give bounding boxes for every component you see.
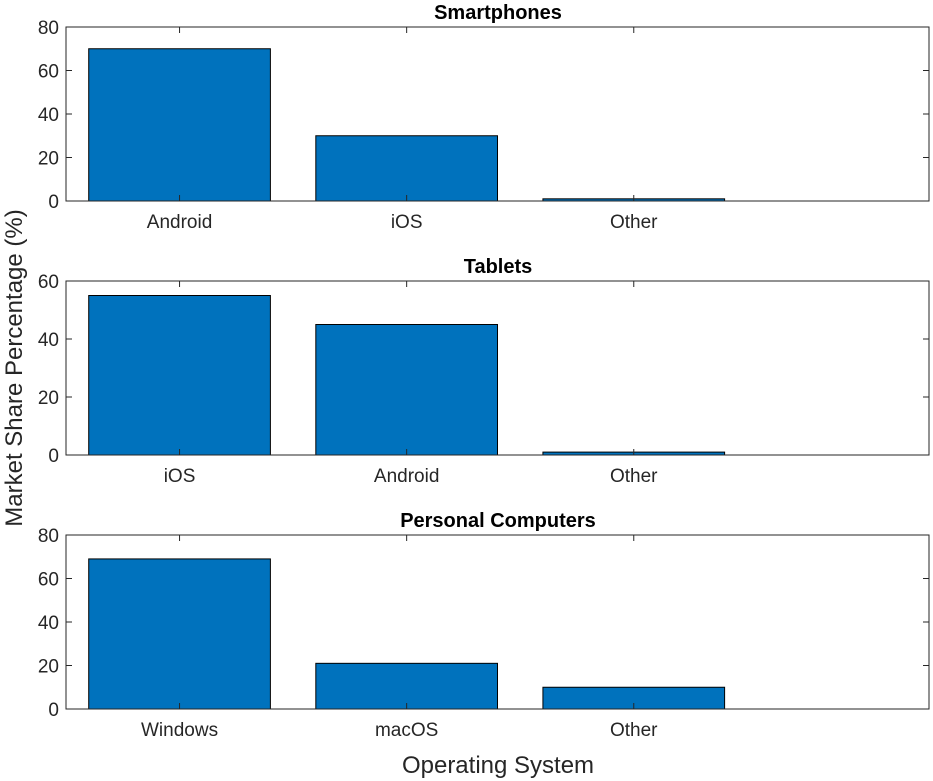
bar-android [88, 48, 271, 202]
bar-android [315, 324, 498, 456]
x-tick-label-android: Android [147, 212, 213, 233]
y-tick-label: 20 [38, 149, 59, 170]
bar-ios [315, 135, 498, 202]
y-tick-label: 20 [38, 388, 59, 409]
y-tick-label: 60 [38, 62, 59, 83]
y-tick-label: 40 [38, 613, 59, 634]
bar-macos [315, 662, 498, 710]
x-tick-label-other: Other [610, 720, 658, 741]
y-axis-label: Market Share Percentage (%) [1, 209, 28, 526]
y-tick-label: 80 [38, 526, 59, 547]
y-tick-label: 40 [38, 105, 59, 126]
bar-windows [88, 558, 271, 710]
x-tick-label-ios: iOS [164, 466, 196, 487]
bar-ios [88, 295, 271, 456]
x-tick-label-android: Android [374, 466, 440, 487]
x-tick-label-macos: macOS [375, 720, 438, 741]
y-tick-label: 60 [38, 570, 59, 591]
x-axis-label: Operating System [402, 752, 594, 779]
y-tick-label: 0 [48, 700, 59, 721]
y-tick-label: 40 [38, 330, 59, 351]
y-tick-label: 20 [38, 657, 59, 678]
y-tick-label: 60 [38, 272, 59, 293]
y-tick-label: 0 [48, 446, 59, 467]
y-tick-label: 80 [38, 18, 59, 39]
x-tick-label-windows: Windows [141, 720, 218, 741]
panel-title: Personal Computers [400, 510, 596, 532]
panel-3: 0 20 40 60 80 Windows macOS Other Personal Compu… [38, 510, 930, 741]
x-tick-label-other: Other [610, 212, 658, 233]
x-tick-label-ios: iOS [391, 212, 423, 233]
y-tick-label: 0 [48, 192, 59, 213]
panel-title: Tablets [464, 256, 533, 278]
chart-panels: 0 20 40 60 80 Android iOS Other Smartphones 0 20 40… [38, 2, 930, 741]
axes-box [65, 280, 930, 456]
panel-1: 0 20 40 60 80 Android iOS Other Smartphones [38, 2, 930, 233]
panel-2: 0 20 40 60 iOS Android Other Tablets [38, 256, 930, 487]
panel-title: Smartphones [434, 2, 562, 24]
x-tick-label-other: Other [610, 466, 658, 487]
